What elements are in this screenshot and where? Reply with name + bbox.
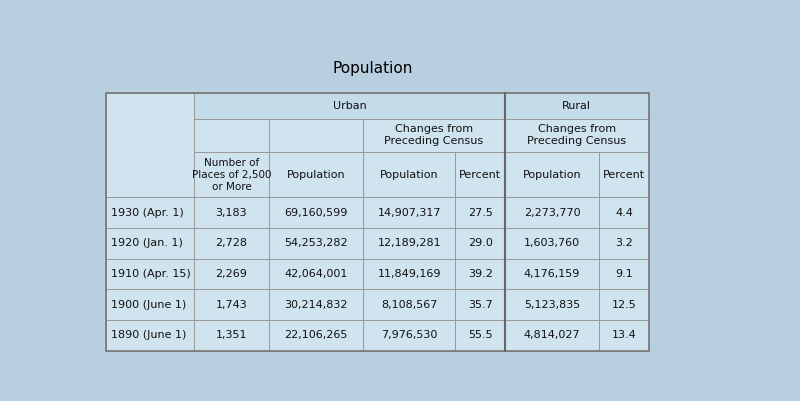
Text: 3.2: 3.2 — [615, 238, 633, 248]
Text: 2,728: 2,728 — [215, 238, 247, 248]
Text: 55.5: 55.5 — [468, 330, 493, 340]
Text: 14,907,317: 14,907,317 — [378, 208, 441, 218]
Text: 1890 (June 1): 1890 (June 1) — [111, 330, 186, 340]
Bar — [505, 290, 599, 320]
Bar — [269, 290, 363, 320]
Text: 7,976,530: 7,976,530 — [381, 330, 438, 340]
Bar — [269, 197, 363, 228]
Bar — [505, 197, 599, 228]
Text: 29.0: 29.0 — [468, 238, 493, 248]
Bar — [269, 228, 363, 259]
Text: 12.5: 12.5 — [611, 300, 636, 310]
Text: Rural: Rural — [562, 101, 591, 111]
Text: Changes from
Preceding Census: Changes from Preceding Census — [527, 124, 626, 146]
Text: 1,743: 1,743 — [216, 300, 247, 310]
Text: Population: Population — [522, 170, 582, 180]
Text: 4,814,027: 4,814,027 — [524, 330, 580, 340]
Text: Percent: Percent — [459, 170, 502, 180]
Text: 1910 (Apr. 15): 1910 (Apr. 15) — [111, 269, 191, 279]
Bar — [363, 259, 455, 290]
Bar — [194, 320, 269, 351]
Text: 69,160,599: 69,160,599 — [284, 208, 348, 218]
Bar — [505, 259, 599, 290]
Text: 30,214,832: 30,214,832 — [284, 300, 348, 310]
Text: 13.4: 13.4 — [611, 330, 636, 340]
Text: 1,603,760: 1,603,760 — [524, 238, 580, 248]
Text: 27.5: 27.5 — [468, 208, 493, 218]
Bar — [505, 152, 599, 197]
Bar — [363, 119, 505, 152]
Bar — [455, 290, 505, 320]
Bar — [363, 320, 455, 351]
Bar — [106, 93, 194, 197]
Bar — [194, 93, 505, 119]
Bar — [106, 259, 194, 290]
Text: Population: Population — [333, 61, 413, 76]
Text: 9.1: 9.1 — [615, 269, 633, 279]
Text: Percent: Percent — [603, 170, 645, 180]
Bar — [269, 119, 363, 152]
Bar — [363, 152, 455, 197]
Bar — [455, 197, 505, 228]
Text: 1900 (June 1): 1900 (June 1) — [111, 300, 186, 310]
Bar — [599, 152, 649, 197]
Text: 2,273,770: 2,273,770 — [524, 208, 580, 218]
Bar — [599, 197, 649, 228]
Bar — [194, 119, 269, 152]
Bar — [106, 93, 649, 351]
Bar — [599, 320, 649, 351]
Bar — [505, 228, 599, 259]
Text: 2,269: 2,269 — [215, 269, 247, 279]
Bar — [106, 320, 194, 351]
Bar — [194, 197, 269, 228]
Text: 35.7: 35.7 — [468, 300, 493, 310]
Bar — [106, 228, 194, 259]
Bar — [599, 290, 649, 320]
Text: 5,123,835: 5,123,835 — [524, 300, 580, 310]
Text: 3,183: 3,183 — [216, 208, 247, 218]
Text: 1920 (Jan. 1): 1920 (Jan. 1) — [111, 238, 183, 248]
Text: Population: Population — [286, 170, 346, 180]
Text: 54,253,282: 54,253,282 — [284, 238, 348, 248]
Text: 8,108,567: 8,108,567 — [381, 300, 438, 310]
Bar — [269, 320, 363, 351]
Text: 1,351: 1,351 — [216, 330, 247, 340]
Text: 12,189,281: 12,189,281 — [378, 238, 441, 248]
Text: 42,064,001: 42,064,001 — [284, 269, 348, 279]
Text: 11,849,169: 11,849,169 — [378, 269, 441, 279]
Bar — [505, 119, 649, 152]
Text: Number of
Places of 2,500
or More: Number of Places of 2,500 or More — [192, 158, 271, 192]
Text: 4.4: 4.4 — [615, 208, 633, 218]
Bar — [269, 152, 363, 197]
Bar — [194, 152, 269, 197]
Text: Population: Population — [380, 170, 438, 180]
Bar — [599, 228, 649, 259]
Bar — [194, 290, 269, 320]
Bar — [363, 290, 455, 320]
Text: Changes from
Preceding Census: Changes from Preceding Census — [385, 124, 484, 146]
Bar — [106, 197, 194, 228]
Text: 1930 (Apr. 1): 1930 (Apr. 1) — [111, 208, 184, 218]
Bar — [363, 228, 455, 259]
Bar — [363, 197, 455, 228]
Text: 22,106,265: 22,106,265 — [284, 330, 348, 340]
Bar — [194, 228, 269, 259]
Bar — [269, 259, 363, 290]
Text: 39.2: 39.2 — [468, 269, 493, 279]
Bar — [194, 259, 269, 290]
Bar — [455, 228, 505, 259]
Bar — [455, 259, 505, 290]
Text: Urban: Urban — [333, 101, 366, 111]
Bar — [505, 93, 649, 119]
Bar — [505, 320, 599, 351]
Bar — [455, 152, 505, 197]
Bar — [106, 290, 194, 320]
Bar — [455, 320, 505, 351]
Bar — [599, 259, 649, 290]
Text: 4,176,159: 4,176,159 — [524, 269, 580, 279]
